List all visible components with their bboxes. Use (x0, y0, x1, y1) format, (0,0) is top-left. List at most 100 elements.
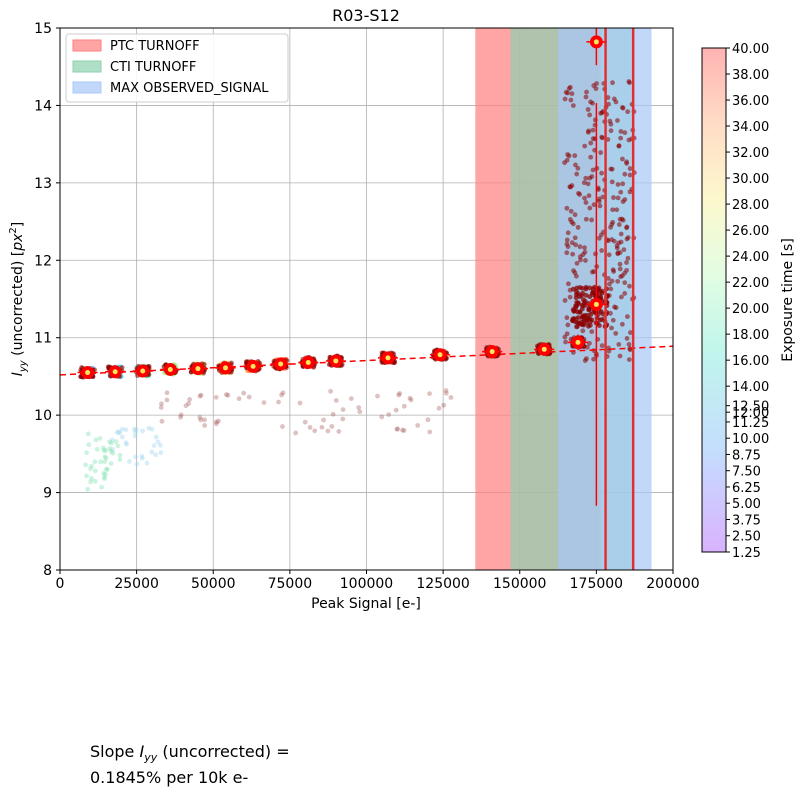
x-axis-label: Peak Signal [e-] (311, 596, 421, 612)
scatter-point (564, 237, 570, 243)
scatter-point (246, 394, 252, 400)
scatter-point (120, 434, 125, 440)
colorbar-tick-label: 10.00 (732, 432, 769, 447)
scatter-point (566, 153, 572, 159)
scatter-point (564, 205, 570, 211)
scatter-point (133, 429, 138, 435)
scatter-point (583, 94, 589, 100)
scatter-point (621, 247, 627, 253)
x-tick-label: 25000 (114, 576, 159, 592)
colorbar-tick-label: 28.00 (732, 198, 769, 213)
scatter-point (600, 194, 606, 200)
y-tick-label: 13 (34, 176, 52, 192)
x-tick-label: 125000 (416, 576, 469, 592)
colorbar-tick-label: 16.00 (732, 354, 769, 369)
scatter-point (567, 294, 573, 300)
scatter-point (590, 136, 596, 142)
scatter-point (589, 317, 595, 323)
scatter-point (568, 184, 573, 190)
scatter-point (606, 281, 612, 287)
scatter-point (357, 409, 363, 415)
scatter-point (97, 435, 103, 441)
scatter-point (213, 421, 219, 427)
scatter-point (614, 245, 620, 251)
scatter-point (225, 392, 231, 398)
mean-point-center (385, 355, 391, 361)
scatter-point (598, 309, 604, 314)
x-tick-label: 0 (56, 576, 65, 592)
colorbar-label: Exposure time [s] (780, 238, 796, 362)
scatter-point (615, 195, 621, 201)
scatter-point (620, 105, 625, 110)
scatter-point (375, 393, 380, 399)
scatter-point (613, 99, 619, 105)
scatter-point (224, 392, 229, 397)
scatter-point (104, 466, 110, 472)
scatter-point (618, 231, 624, 237)
colorbar-tick-label: 24.00 (732, 250, 769, 265)
scatter-point (395, 426, 400, 432)
scatter-point (340, 416, 346, 422)
scatter-point (149, 426, 155, 432)
mean-point-center (278, 361, 284, 367)
scatter-point (596, 199, 602, 204)
scatter-point (564, 331, 570, 337)
scatter-point (583, 200, 589, 205)
scatter-point (158, 450, 164, 456)
scatter-point (566, 281, 571, 287)
scatter-point (591, 269, 597, 274)
mean-point-center (541, 346, 547, 352)
scatter-point (609, 166, 615, 172)
scatter-point (92, 468, 98, 474)
scatter-point (609, 325, 614, 331)
scatter-point (401, 428, 407, 433)
scatter-point (622, 171, 628, 177)
scatter-point (627, 189, 633, 195)
scatter-point (585, 107, 591, 112)
scatter-point (564, 241, 570, 247)
colorbar-tick-label: 32.00 (732, 146, 769, 161)
scatter-point (178, 412, 184, 418)
scatter-point (565, 230, 571, 236)
scatter-point (109, 437, 115, 443)
x-tick-label: 175000 (570, 576, 623, 592)
scatter-point (443, 390, 449, 396)
scatter-point (585, 181, 591, 187)
colorbar-tick-label: 6.25 (732, 481, 761, 496)
scatter-point (415, 423, 421, 428)
scatter-point (102, 476, 107, 482)
scatter-point (576, 190, 581, 196)
scatter-point (158, 442, 163, 448)
scatter-point (116, 429, 122, 435)
x-tick-label: 100000 (340, 576, 393, 592)
scatter-point (236, 396, 242, 402)
scatter-point (620, 156, 625, 162)
scatter-point (624, 225, 629, 231)
scatter-point (582, 143, 588, 149)
scatter-point (110, 450, 116, 456)
scatter-point (599, 343, 605, 349)
scatter-point (583, 284, 589, 290)
scatter-point (567, 84, 573, 90)
scatter-point (123, 427, 129, 433)
mean-point-center (167, 366, 173, 372)
scatter-point (94, 446, 100, 452)
scatter-point (570, 251, 576, 257)
scatter-point (84, 450, 89, 456)
scatter-point (562, 334, 568, 340)
legend-box (65, 33, 289, 103)
scatter-point (597, 317, 603, 323)
x-tick-label: 50000 (191, 576, 236, 592)
mean-point-center (195, 366, 201, 372)
scatter-point (617, 261, 623, 267)
legend-swatch (72, 39, 102, 52)
y-tick-label: 10 (34, 408, 52, 424)
scatter-point (564, 315, 570, 321)
scatter-point (280, 424, 285, 429)
scatter-point (584, 89, 589, 95)
scatter-point (587, 175, 593, 181)
scatter-point (609, 222, 615, 227)
scatter-point (393, 407, 399, 413)
scatter-point (564, 157, 570, 163)
scatter-point (568, 208, 574, 214)
